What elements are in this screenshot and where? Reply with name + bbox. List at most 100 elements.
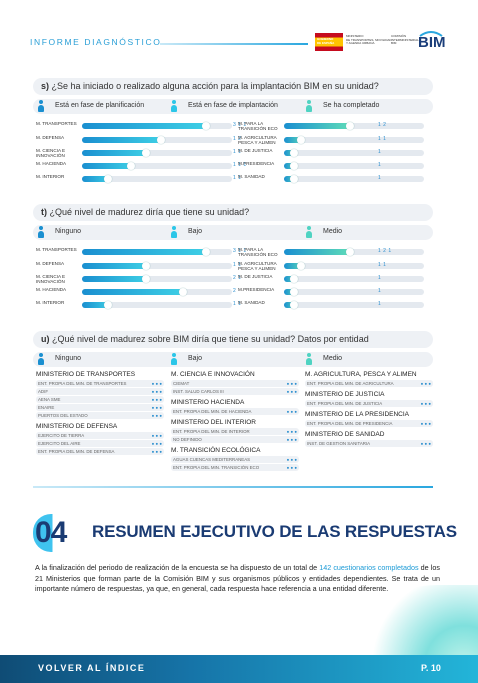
- ministry-line-3: Y AGENDA URBANA: [346, 41, 375, 46]
- back-to-index-link[interactable]: VOLVER AL ÍNDICE: [38, 663, 146, 673]
- entity-label: M. SANIDAD: [238, 300, 265, 305]
- entity-name: INST. DE GESTION SANITARIA: [307, 441, 371, 446]
- response-count: 3 1 1: [233, 248, 247, 254]
- question-t-letter: t): [41, 207, 47, 217]
- section-s: s) ¿Se ha iniciado o realizado alguna ac…: [33, 78, 433, 188]
- person-icons: ● ● ●: [151, 449, 162, 454]
- person-icon: [37, 353, 45, 365]
- entity-label: M. DE JUSTICIA: [238, 148, 273, 153]
- legend-s-label-1: Está en fase de planificación: [55, 102, 145, 109]
- ministry-name: M. AGRICULTURA, PESCA Y ALIMEN: [305, 371, 417, 378]
- person-icons: ● ● ●: [286, 437, 297, 442]
- bar-track: [82, 149, 232, 157]
- chart-t-row: M. DEFENSA 1 1: [36, 261, 283, 271]
- entity-row: ENT. PROPIA DEL MIN. DE JUSTICIA ● ● ●: [305, 400, 433, 407]
- entity-label: M. CIENCIA E INNOVACIÓN: [36, 274, 66, 284]
- commission-line-2: INTERMINISTERIAL: [391, 37, 419, 42]
- ministry-group: MINISTERIO DE SANIDAD INST. DE GESTION SA…: [305, 431, 433, 447]
- entity-label: M. TRANSPORTES: [36, 121, 77, 126]
- summary-highlight: 142 cuestionarios completados: [319, 563, 419, 572]
- person-icon: [170, 226, 178, 238]
- bar-knob: [104, 301, 112, 309]
- entity-name: AENA SME: [38, 397, 61, 402]
- chart-t-row: M.PRESIDENCIA 1: [238, 287, 428, 297]
- bar-knob: [142, 262, 150, 270]
- response-count: 1 1: [233, 175, 242, 181]
- ministry-group: MINISTERIO DE TRANSPORTES ENT. PROPIA DEL…: [36, 371, 164, 419]
- section-t: t) ¿Qué nivel de madurez diría que tiene…: [33, 204, 433, 314]
- legend-t-bg: [33, 225, 433, 240]
- entity-label: M. HACIENDA: [36, 287, 67, 292]
- bar-track: [284, 175, 424, 183]
- page-footer: VOLVER AL ÍNDICE P. 10: [0, 655, 478, 683]
- response-count: 1: [378, 175, 382, 181]
- person-icons: ● ● ●: [286, 465, 297, 470]
- ministry-group: MINISTERIO DE DEFENSA EJERCITO DE TIERRA ●…: [36, 423, 164, 455]
- response-count: 1 2 1: [378, 248, 392, 254]
- ministry-group: MINISTERIO DEL INTERIOR ENT. PROPIA DEL M…: [171, 419, 299, 443]
- ministry-group: MINISTERIO HACIENDA ENT. PROPIA DEL MIN. …: [171, 399, 299, 415]
- person-icons: ● ● ●: [151, 405, 162, 410]
- bar-track: [82, 288, 232, 296]
- legend-s-bg: [33, 99, 433, 114]
- entity-label: M. SANIDAD: [238, 174, 265, 179]
- bar-fill: [82, 163, 135, 169]
- chart-s-row: M. CIENCIA E INNOVACIÓN 1 1: [36, 148, 283, 158]
- entity-row: INST. SALUD CARLOS III ● ● ●: [171, 388, 299, 395]
- bar-track: [82, 162, 232, 170]
- legend-u: Ninguno Bajo Medio: [33, 351, 433, 368]
- person-icons: ● ● ●: [420, 401, 431, 406]
- bar-track: [82, 136, 232, 144]
- entity-column-3: M. AGRICULTURA, PESCA Y ALIMEN ENT. PROPI…: [305, 371, 433, 451]
- entity-row: ENT. PROPIA DEL MIN. DE DEFENSA ● ● ●: [36, 448, 164, 455]
- question-t: t) ¿Qué nivel de madurez diría que tiene…: [33, 204, 433, 221]
- bar-knob: [290, 162, 298, 170]
- bar-knob: [202, 248, 210, 256]
- bar-fill: [284, 263, 305, 269]
- response-count: 1 1 1: [233, 162, 247, 168]
- bar-knob: [127, 162, 135, 170]
- page-header: INFORME DIAGNÓSTICO GOBIERNO DE ESPAÑA M…: [0, 0, 478, 60]
- bar-fill: [82, 302, 112, 308]
- bar-knob: [142, 275, 150, 283]
- response-count: 2 1: [233, 275, 242, 281]
- entity-label: M. AGRICULTURA PESCA Y ALIMEN: [238, 261, 277, 271]
- bar-track: [82, 122, 232, 130]
- person-icons: ● ● ●: [286, 409, 297, 414]
- entity-label: M. HACIENDA: [36, 161, 67, 166]
- response-count: 1 1: [378, 136, 387, 142]
- question-u: u) ¿Qué nivel de madurez sobre BIM diría…: [33, 331, 433, 348]
- entity-row: ENT. PROPIA DEL MIN. DE HACIENDA ● ● ●: [171, 408, 299, 415]
- legend-s: Está en fase de planificación Está en fa…: [33, 98, 433, 115]
- chart-t-row: M. AGRICULTURA PESCA Y ALIMEN 1 1: [238, 261, 428, 271]
- entity-label: M. DE JUSTICIA: [238, 274, 273, 279]
- legend-s-label-2: Está en fase de implantación: [188, 102, 278, 109]
- bar-fill: [284, 137, 305, 143]
- chart-t-row: M. INTERIOR 1 1: [36, 300, 283, 310]
- ministry-group: M. TRANSICIÓN ECOLÓGICA AGUAS CUENCAS MED…: [171, 447, 299, 471]
- ministry-logo-text: MINISTERIO DE TRANSPORTES, MOVILIDAD Y A…: [346, 34, 392, 46]
- person-icons: ● ● ●: [420, 421, 431, 426]
- legend-t-label-1: Ninguno: [55, 228, 82, 235]
- chart-t-row: M. HACIENDA 2: [36, 287, 283, 297]
- bar-fill: [284, 123, 354, 129]
- entity-name: NO DEFINIDO: [173, 437, 202, 442]
- ministry-name: M. TRANSICIÓN ECOLÓGICA: [171, 447, 261, 454]
- bar-knob: [179, 288, 187, 296]
- section-u: u) ¿Qué nivel de madurez sobre BIM diría…: [33, 331, 433, 471]
- entity-name: EJERCITO DE TIERRA: [38, 433, 85, 438]
- bar-track: [82, 175, 232, 183]
- person-icons: ● ● ●: [151, 381, 162, 386]
- question-s-letter: s): [41, 81, 50, 91]
- chart-s-row: M. DEFENSA 1 2: [36, 135, 283, 145]
- entity-name: INST. SALUD CARLOS III: [173, 389, 224, 394]
- entity-label: M.PRESIDENCIA: [238, 161, 275, 166]
- response-count: 1 1: [233, 262, 242, 268]
- bar-knob: [297, 262, 305, 270]
- bar-fill: [82, 249, 210, 255]
- entity-name: ENT. PROPIA DEL MIN. DE PRESIDENCIA: [307, 421, 393, 426]
- page-number: P. 10: [421, 663, 441, 673]
- ministry-name: MINISTERIO HACIENDA: [171, 399, 245, 406]
- bar-knob: [290, 275, 298, 283]
- person-icon: [305, 100, 313, 112]
